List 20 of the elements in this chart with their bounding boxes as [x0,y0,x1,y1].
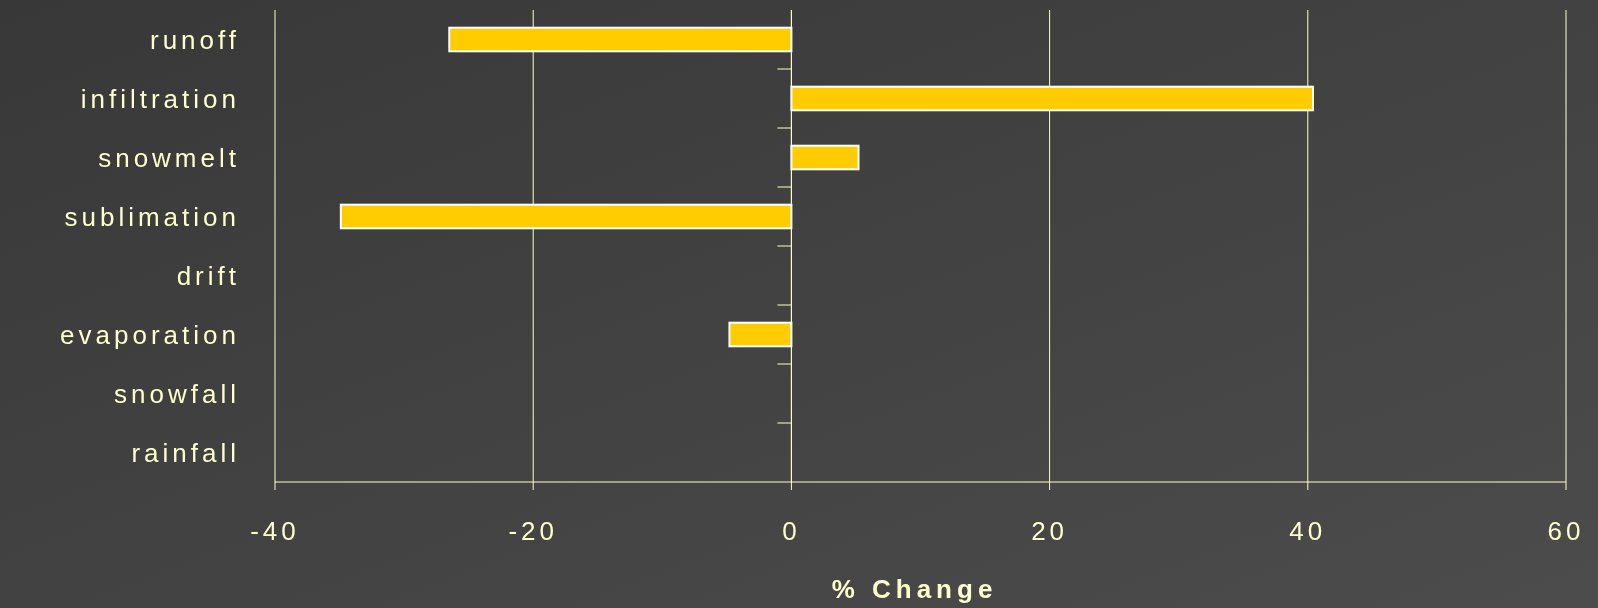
x-tick-label: 20 [1031,516,1069,546]
x-tick-label: -20 [508,516,558,546]
y-tick-label: snowfall [114,378,240,409]
x-tick-label: 40 [1289,516,1327,546]
bar [790,85,1314,112]
y-tick-label: infiltration [80,83,240,114]
y-tick-label: runoff [149,24,240,55]
x-tick-label: -40 [250,516,300,546]
x-tick-label: 60 [1547,516,1585,546]
y-tick-label: snowmelt [98,142,240,173]
x-axis-title: % Change [831,574,998,604]
bar [728,321,793,348]
y-tick-label: rainfall [131,437,240,468]
y-tick-label: drift [176,260,240,291]
y-tick-label: sublimation [64,201,240,232]
bar [339,203,793,230]
y-tick-label: evaporation [60,319,240,350]
bar [790,144,860,171]
x-tick-label: 0 [782,516,801,546]
bar [448,26,793,53]
